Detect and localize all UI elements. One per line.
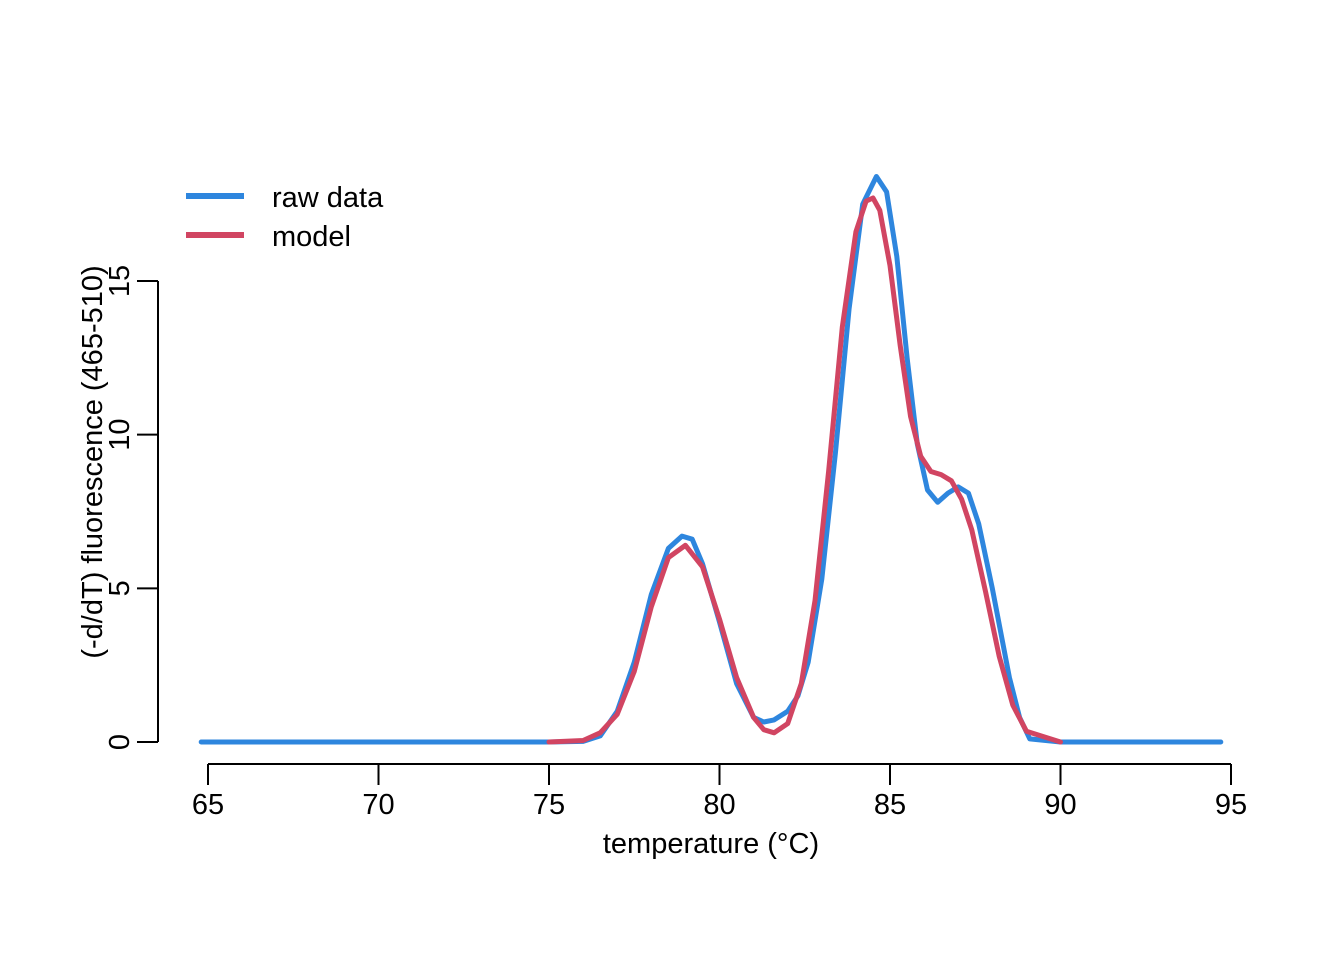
y-tick-label: 15 xyxy=(104,265,136,297)
y-ticks: 0 5 10 15 xyxy=(104,265,158,750)
x-axis: 65 70 75 80 85 90 95 xyxy=(192,763,1247,821)
x-axis-label: temperature (°C) xyxy=(603,828,819,860)
y-axis: 0 5 10 15 xyxy=(104,265,159,750)
legend-label-model: model xyxy=(272,221,351,253)
x-tick-label: 85 xyxy=(874,789,906,821)
y-tick-label: 10 xyxy=(104,419,136,451)
y-tick-label: 0 xyxy=(104,734,136,750)
x-tick-label: 95 xyxy=(1215,789,1247,821)
x-tick-label: 80 xyxy=(703,789,735,821)
x-tick-label: 65 xyxy=(192,789,224,821)
x-tick-label: 90 xyxy=(1044,789,1076,821)
y-tick-label: 5 xyxy=(104,580,136,596)
series-line-raw-data xyxy=(198,174,1224,745)
x-tick-label: 70 xyxy=(362,789,394,821)
x-tick-label: 75 xyxy=(533,789,565,821)
plot-lines xyxy=(198,174,1224,745)
x-ticks: 65 70 75 80 85 90 95 xyxy=(192,764,1247,821)
series-line-model xyxy=(546,195,1063,745)
legend: raw data model xyxy=(186,182,384,253)
y-axis-label: (-d/dT) fluorescence (465-510) xyxy=(77,265,109,658)
legend-label-raw-data: raw data xyxy=(272,182,384,214)
